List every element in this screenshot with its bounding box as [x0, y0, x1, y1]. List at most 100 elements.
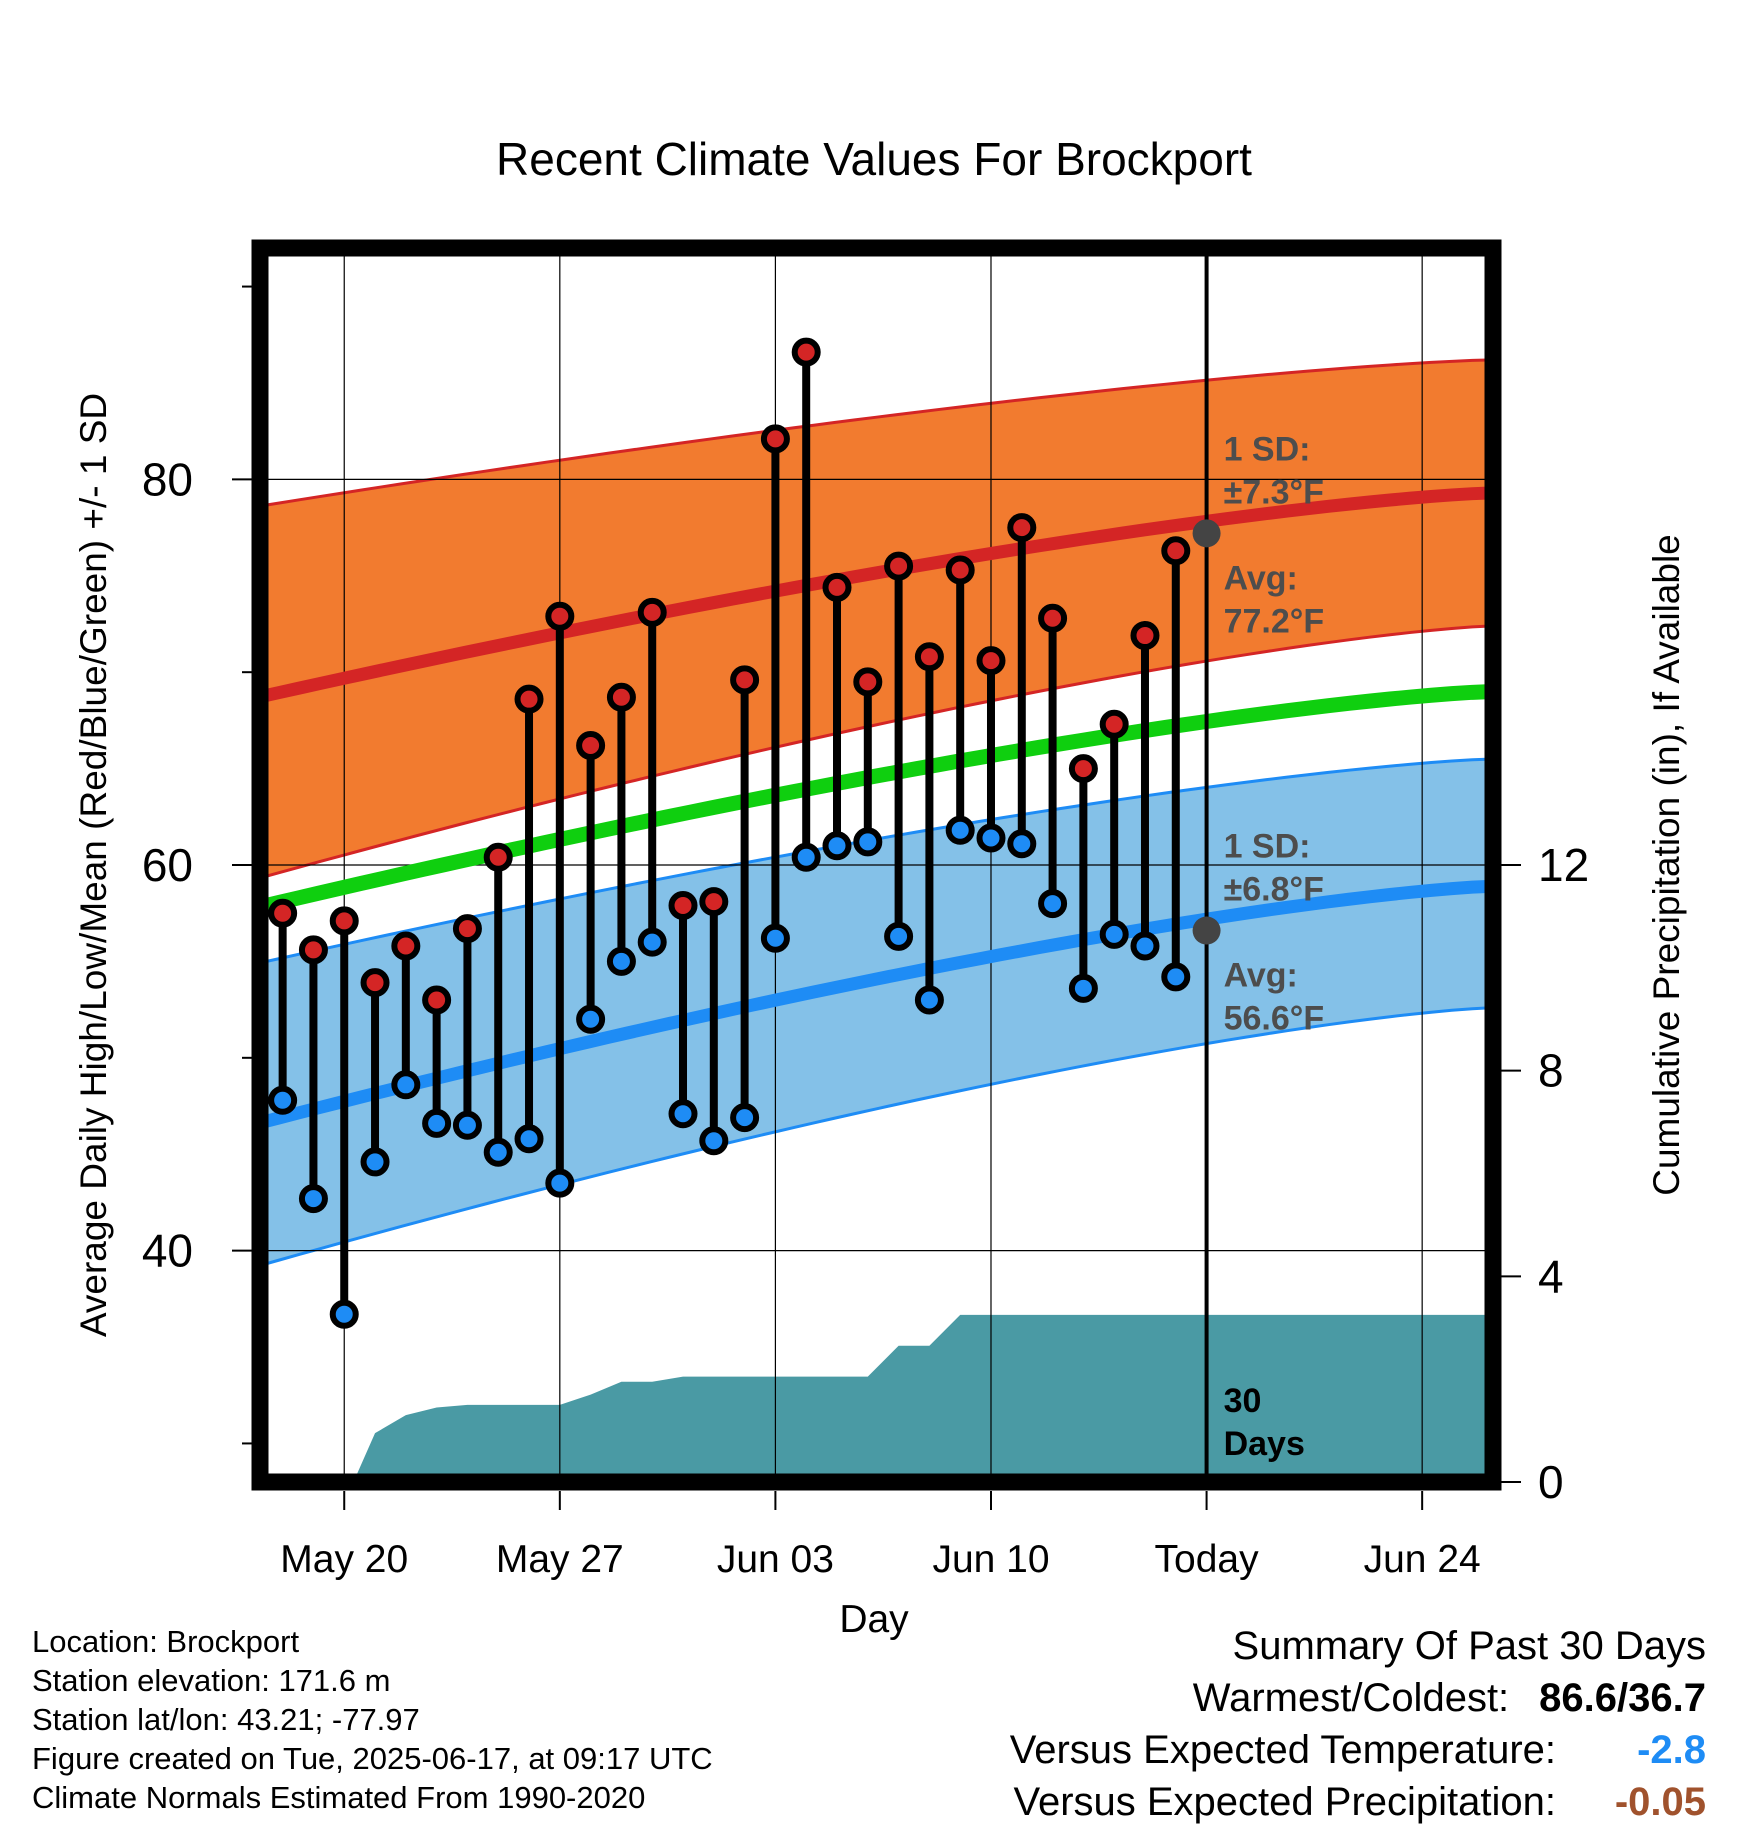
precip-area — [353, 1314, 1493, 1482]
summary-temp: Versus Expected Temperature: -2.8 — [1010, 1724, 1706, 1776]
x-tick-label: Today — [1155, 1538, 1260, 1581]
summary-precip: Versus Expected Precipitation: -0.05 — [1010, 1776, 1706, 1828]
daily-low-point — [452, 1110, 482, 1140]
temp-vs-expected-label: Versus Expected Temperature: — [1009, 1728, 1556, 1772]
daily-low-point — [298, 1184, 328, 1214]
daily-high-point — [976, 646, 1006, 676]
daily-high-point — [1068, 754, 1098, 784]
y2-tick-label: 0 — [1538, 1456, 1564, 1508]
daily-low-point — [822, 831, 852, 861]
daily-high-point — [884, 551, 914, 581]
summary-warm-cold: Warmest/Coldest: 86.6/36.7 — [1010, 1672, 1706, 1724]
high-avg-value: 77.2°F — [1224, 602, 1325, 640]
summary-title-text: Summary Of Past 30 Days — [1232, 1624, 1706, 1668]
daily-high-point — [1007, 513, 1037, 543]
y2-tick-label: 8 — [1538, 1045, 1564, 1097]
daily-low-point — [791, 842, 821, 872]
x-tick-label: Jun 10 — [932, 1538, 1049, 1581]
daily-high-point — [1161, 536, 1191, 566]
daily-low-point — [329, 1299, 359, 1329]
daily-high-point — [545, 601, 575, 631]
daily-high-point — [822, 572, 852, 602]
low-sd-lower-line — [257, 1006, 1494, 1268]
daily-high-point — [637, 597, 667, 627]
low-sd-band — [258, 758, 1493, 1267]
y2-axis-label: Cumulative Precipitation (in), If Availa… — [1646, 534, 1687, 1196]
daily-low-point — [1007, 829, 1037, 859]
y-axis-label: Average Daily High/Low/Mean (Red/Blue/Gr… — [73, 393, 114, 1337]
low-avg-label: Avg: — [1224, 957, 1298, 995]
daily-high-point — [1038, 603, 1068, 633]
daily-high-point — [422, 985, 452, 1015]
daily-low-point — [514, 1124, 544, 1154]
daily-high-point — [1099, 709, 1129, 739]
x-tick-label: May 27 — [496, 1538, 624, 1581]
high-sd-lower-line — [257, 624, 1494, 880]
chart-title: Recent Climate Values For Brockport — [496, 133, 1252, 185]
plot-area: 1 SD: ±7.3°F Avg: 77.2°F 1 SD: ±6.8°F Avg: 56.6… — [256, 248, 1494, 1482]
daily-low-point — [637, 927, 667, 957]
daily-high-point — [853, 667, 883, 697]
figure-created: Figure created on Tue, 2025-06-17, at 09… — [32, 1741, 713, 1776]
high-sd-value: ±7.3°F — [1224, 473, 1324, 511]
daily-low-point — [914, 985, 944, 1015]
daily-high-point — [1130, 621, 1160, 651]
daily-high-point — [699, 887, 729, 917]
precip-vs-expected-value: -0.05 — [1614, 1780, 1706, 1824]
daily-high-point — [760, 424, 790, 454]
plot-frame — [251, 239, 1502, 1491]
days-label-text: Days — [1224, 1425, 1305, 1463]
precip-vs-expected-label: Versus Expected Precipitation: — [1013, 1780, 1556, 1824]
warm-cold-value: 86.6/36.7 — [1539, 1676, 1706, 1720]
warm-cold-label: Warmest/Coldest: — [1192, 1676, 1510, 1720]
mean-avg-line — [256, 683, 1494, 915]
low-sd-value: ±6.8°F — [1224, 871, 1324, 909]
daily-high-point — [391, 931, 421, 961]
daily-high-point — [791, 337, 821, 367]
high-sd-label: 1 SD: — [1224, 430, 1311, 468]
summary-title: Summary Of Past 30 Days — [1010, 1620, 1706, 1672]
x-tick-label: May 20 — [280, 1538, 408, 1581]
daily-low-point — [730, 1103, 760, 1133]
daily-low-point — [945, 815, 975, 845]
today-high-avg-dot — [1192, 519, 1221, 548]
daily-high-point — [483, 842, 513, 872]
daily-low-point — [760, 923, 790, 953]
daily-low-point — [1161, 962, 1191, 992]
daily-low-point — [422, 1108, 452, 1138]
daily-low-point — [576, 1004, 606, 1034]
today-low-avg-dot — [1192, 916, 1221, 945]
high-avg-line — [256, 486, 1494, 704]
daily-high-point — [329, 906, 359, 936]
daily-low-point — [483, 1137, 513, 1167]
daily-low-point — [1038, 889, 1068, 919]
high-sd-band — [258, 359, 1493, 879]
y2-tick-label: 4 — [1538, 1250, 1564, 1302]
daily-low-point — [884, 921, 914, 951]
high-sd-upper-line — [257, 358, 1494, 508]
axes: 40 60 80 0 4 8 12 May 20 May 27 Jun 03 Jun 10 Today… — [73, 239, 1687, 1641]
low-avg-value: 56.6°F — [1224, 1000, 1325, 1038]
daily-high-point — [668, 890, 698, 920]
x-axis-label: Day — [839, 1598, 909, 1641]
station-info: Location: Brockport Station elevation: 1… — [32, 1622, 713, 1817]
daily-low-point — [853, 827, 883, 857]
daily-high-point — [360, 968, 390, 998]
daily-low-point — [1099, 919, 1129, 949]
climate-normals-source: Climate Normals Estimated From 1990-2020 — [32, 1780, 646, 1815]
station-elevation: Station elevation: 171.6 m — [32, 1663, 391, 1698]
y-tick-label: 80 — [142, 453, 193, 505]
station-location: Location: Brockport — [32, 1624, 300, 1659]
days-label-number: 30 — [1224, 1382, 1262, 1420]
daily-high-point — [914, 642, 944, 672]
daily-high-point — [945, 555, 975, 585]
daily-high-point — [298, 935, 328, 965]
daily-low-point — [545, 1168, 575, 1198]
daily-low-point — [391, 1070, 421, 1100]
daily-low-point — [606, 946, 636, 976]
summary-panel: Summary Of Past 30 Days Warmest/Coldest:… — [1010, 1620, 1706, 1828]
daily-low-point — [1068, 973, 1098, 1003]
daily-low-point — [1130, 931, 1160, 961]
daily-low-point — [699, 1126, 729, 1156]
